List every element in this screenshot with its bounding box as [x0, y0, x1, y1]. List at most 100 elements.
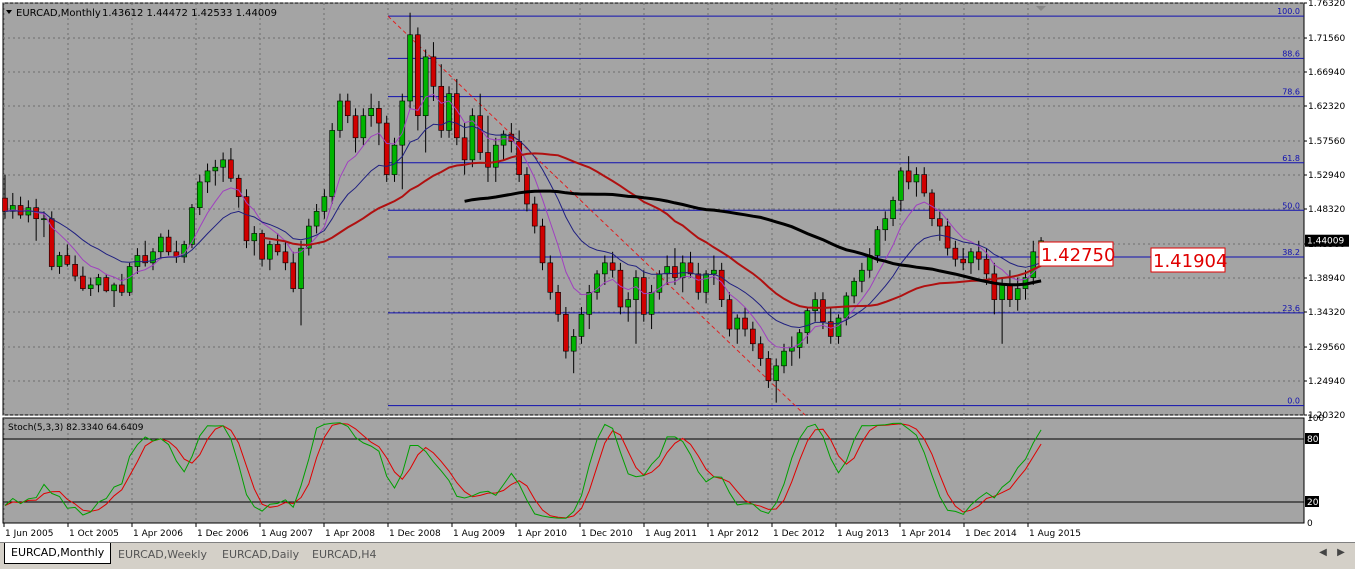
- candle: [56, 251, 63, 274]
- fib-level-label: 38.2: [1282, 248, 1300, 257]
- candle: [80, 266, 86, 291]
- candle-body: [547, 262, 554, 293]
- candle: [142, 240, 149, 267]
- candle-body: [500, 133, 507, 146]
- price-label-box: [1150, 247, 1226, 273]
- candle: [282, 240, 289, 271]
- candle: [329, 123, 335, 204]
- time-axis-label: 1 Aug 2015: [1029, 529, 1081, 539]
- candle: [757, 336, 764, 366]
- candle: [890, 196, 896, 227]
- candle: [352, 108, 359, 153]
- candle-body: [492, 144, 499, 168]
- candle-body: [640, 277, 647, 315]
- candle-body: [757, 343, 764, 359]
- tab-eurcad-monthly[interactable]: EURCAD,Monthly: [4, 543, 112, 564]
- candle: [898, 167, 904, 212]
- candle-body: [422, 56, 429, 117]
- candle-body: [17, 205, 24, 216]
- candle: [17, 196, 24, 219]
- stoch-axis-label: 20: [1307, 498, 1319, 508]
- candle-body: [274, 244, 281, 253]
- candle-body: [80, 275, 86, 289]
- candle: [454, 78, 460, 146]
- candle: [531, 196, 538, 234]
- candle: [235, 174, 242, 208]
- scroll-right-icon[interactable]: ▶: [1337, 547, 1345, 558]
- time-axis-label: 1 Aug 2011: [645, 529, 697, 539]
- stoch-axis-label: 0: [1307, 519, 1313, 529]
- time-axis-label: 1 Aug 2013: [837, 529, 889, 539]
- candle-body: [41, 218, 47, 221]
- candle-body: [259, 233, 265, 260]
- candle: [718, 262, 725, 307]
- fib-trendline: [387, 15, 806, 416]
- candle-body: [9, 205, 16, 212]
- candle: [298, 240, 304, 326]
- candle-body: [711, 269, 717, 275]
- candle: [150, 248, 156, 271]
- ma-black-line: [464, 189, 1042, 287]
- candle: [126, 262, 133, 296]
- chevron-down-icon: [6, 10, 12, 14]
- candle-body: [524, 174, 530, 205]
- candle-body: [968, 251, 974, 264]
- candle-body: [827, 321, 834, 337]
- candle: [111, 282, 117, 307]
- time-axis-label: 1 Apr 2008: [325, 529, 375, 539]
- shift-marker-icon: [1036, 6, 1046, 11]
- candle: [399, 93, 406, 190]
- candle-body: [570, 336, 577, 352]
- candle-body: [991, 273, 998, 300]
- candle: [321, 189, 328, 219]
- candle-body: [103, 277, 110, 292]
- candle: [415, 27, 421, 131]
- candle-body: [220, 159, 226, 168]
- candle-body: [516, 141, 522, 175]
- candle: [228, 148, 234, 182]
- candle-body: [983, 258, 990, 275]
- price-axis-label: 1.52940: [1308, 171, 1345, 181]
- candle-body: [158, 236, 164, 253]
- candle-body: [882, 218, 889, 231]
- candle-body: [936, 218, 943, 227]
- chart-canvas[interactable]: 100.0 88.6 78.6 61.8 50.0 38.2 23.6 0.0 1.76320 1…: [0, 0, 1355, 542]
- candle: [648, 284, 655, 330]
- candle-body: [617, 269, 624, 308]
- candle-body: [835, 317, 842, 337]
- price-axis-label: 1.71560: [1308, 34, 1345, 44]
- tab-eurcad-daily[interactable]: EURCAD,Daily: [222, 548, 300, 561]
- time-axis-label: 1 Jun 2005: [5, 529, 53, 539]
- candle-body: [360, 115, 367, 139]
- stoch-axis-label: 100: [1307, 414, 1324, 424]
- candle-body: [329, 130, 335, 197]
- fib-level-label: 61.8: [1282, 154, 1300, 163]
- candle-body: [430, 56, 437, 87]
- candle-body: [454, 93, 460, 139]
- candle-body: [119, 284, 125, 293]
- candle: [313, 203, 320, 234]
- price-axis-label: 1.76320: [1308, 0, 1345, 9]
- candle: [524, 167, 530, 212]
- candle: [874, 226, 881, 263]
- scroll-left-icon[interactable]: ◀: [1319, 547, 1327, 558]
- candle-body: [905, 170, 912, 183]
- candle-body: [228, 159, 234, 179]
- candle-body: [344, 100, 351, 117]
- candle-body: [975, 251, 982, 260]
- candle: [936, 211, 943, 241]
- candle-body: [111, 284, 117, 292]
- candle: [189, 203, 195, 249]
- chart-window[interactable]: 100.0 88.6 78.6 61.8 50.0 38.2 23.6 0.0 1.76320 1…: [0, 0, 1355, 542]
- price-axis-label: 1.62320: [1308, 102, 1345, 112]
- candle-body: [251, 233, 258, 242]
- tab-eurcad-h4[interactable]: EURCAD,H4: [312, 548, 377, 561]
- candle-body: [679, 262, 686, 278]
- candle-body: [742, 317, 748, 330]
- candle-body: [243, 196, 250, 242]
- candle: [165, 229, 172, 256]
- candle: [41, 211, 47, 238]
- tab-eurcad-weekly[interactable]: EURCAD,Weekly: [118, 548, 207, 561]
- candle-body: [602, 262, 608, 275]
- candle: [446, 86, 452, 138]
